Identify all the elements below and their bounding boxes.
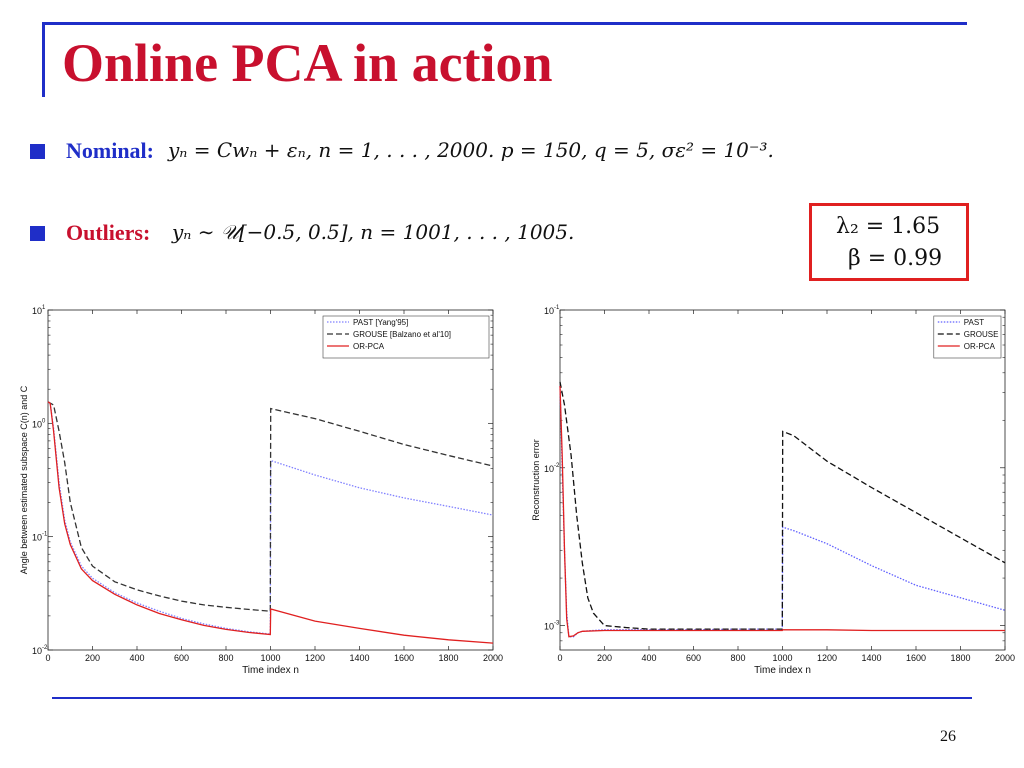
x-tick-label: 400: [641, 653, 656, 663]
x-tick-label: 1000: [260, 653, 280, 663]
y-tick-label: 10-2: [544, 463, 560, 474]
x-axis-label: Time index n: [754, 665, 811, 676]
x-tick-label: 1800: [438, 653, 458, 663]
slide-title: Online PCA in action: [62, 33, 553, 93]
x-tick-label: 1200: [817, 653, 837, 663]
nominal-equation: yₙ = Cwₙ + εₙ, n = 1, . . . , 2000. p = …: [168, 138, 774, 162]
legend-label: GROUSE: [964, 330, 999, 339]
y-tick-label: 10-1: [32, 532, 48, 543]
y-axis-label: Angle between estimated subspace C(n) an…: [19, 385, 29, 574]
x-tick-label: 1200: [305, 653, 325, 663]
y-tick-label: 100: [32, 418, 46, 429]
legend-box: [322, 315, 490, 359]
legend-label: GROUSE [Balzano et al'10]: [353, 330, 451, 339]
bullet-square-icon: [30, 226, 45, 241]
x-tick-label: 1600: [394, 653, 414, 663]
y-tick-label: 10-2: [32, 645, 48, 656]
x-tick-label: 2000: [995, 653, 1015, 663]
y-axis-label: Reconstruction error: [531, 439, 541, 521]
lambda-value: λ₂ = 1.65: [836, 214, 941, 239]
legend-label: PAST: [964, 318, 984, 327]
page-number: 26: [940, 728, 956, 745]
legend-label: OR-PCA: [964, 342, 996, 351]
legend-label: OR-PCA: [353, 342, 385, 351]
series-line: [559, 381, 1006, 630]
bullet-square-icon: [30, 144, 45, 159]
outliers-equation: yₙ ∼ 𝒰[−0.5, 0.5], n = 1001, . . . , 100…: [172, 220, 575, 244]
beta-value: β = 0.99: [848, 246, 943, 271]
x-tick-label: 1400: [861, 653, 881, 663]
x-tick-label: 1600: [906, 653, 926, 663]
x-tick-label: 400: [129, 653, 144, 663]
legend-label: PAST [Yang'95]: [353, 318, 408, 327]
x-tick-label: 1000: [772, 653, 792, 663]
x-tick-label: 1400: [349, 653, 369, 663]
x-tick-label: 1800: [950, 653, 970, 663]
x-tick-label: 200: [85, 653, 100, 663]
y-tick-label: 101: [32, 305, 46, 316]
x-tick-label: 0: [557, 653, 562, 663]
bullet-label-outliers: Outliers:: [66, 220, 151, 245]
parameter-box: λ₂ = 1.65 β = 0.99: [809, 203, 969, 281]
x-tick-label: 0: [45, 653, 50, 663]
x-tick-label: 2000: [483, 653, 503, 663]
series-line: [47, 401, 494, 644]
x-tick-label: 800: [730, 653, 745, 663]
angle-chart: 0 200 400 600 800 1000 1200 1400 1600 1800 2000 10-…: [19, 305, 503, 676]
x-axis-label: Time index n: [242, 665, 299, 676]
angle-chart-panel: 0 200 400 600 800 1000 1200 1400 1600 1800 2000 10-…: [8, 296, 508, 681]
x-tick-label: 800: [218, 653, 233, 663]
x-tick-label: 600: [686, 653, 701, 663]
reconstruction-error-chart: 0 200 400 600 800 1000 1200 1400 1600 1800 2000 10-…: [531, 305, 1015, 676]
series-line: [559, 385, 1005, 638]
x-tick-label: 200: [597, 653, 612, 663]
y-tick-label: 10-3: [544, 621, 560, 632]
error-chart-panel: 0 200 400 600 800 1000 1200 1400 1600 1800 2000 10-…: [520, 296, 1015, 681]
y-tick-label: 10-1: [544, 305, 560, 316]
x-tick-label: 600: [174, 653, 189, 663]
bullet-label-nominal: Nominal:: [66, 138, 154, 163]
title-frame: [42, 22, 967, 97]
series-line: [47, 401, 494, 612]
bottom-rule: [52, 697, 972, 699]
legend-box: [933, 315, 1002, 359]
